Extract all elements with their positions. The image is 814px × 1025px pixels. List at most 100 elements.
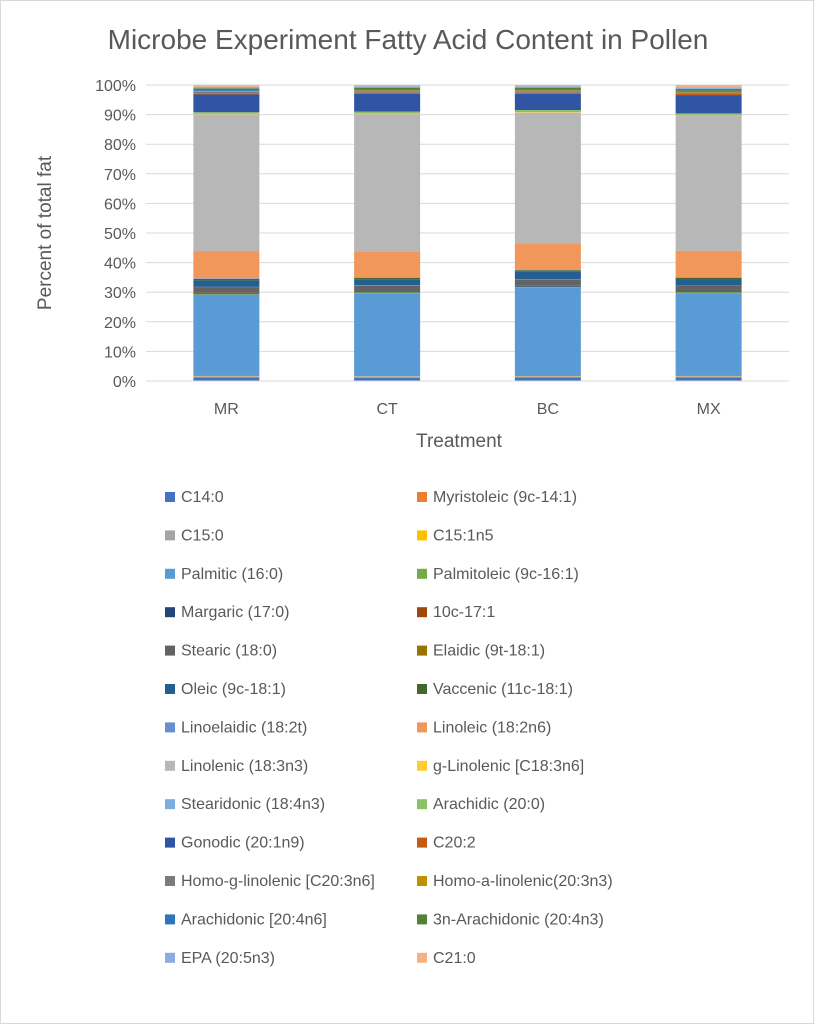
legend-item: Vaccenic (11c-18:1) xyxy=(417,681,573,698)
legend-swatch xyxy=(417,492,427,502)
bar-segment xyxy=(676,115,742,116)
legend-swatch xyxy=(165,569,175,579)
y-tick-label: 100% xyxy=(95,78,136,95)
legend-item: 10c-17:1 xyxy=(417,604,495,621)
legend-item: EPA (20:5n3) xyxy=(165,950,275,967)
bar-segment xyxy=(193,88,259,90)
bar-segment xyxy=(354,113,420,114)
legend-swatch xyxy=(417,876,427,886)
legend-item: Homo-g-linolenic [C20:3n6] xyxy=(165,873,375,890)
bar-segment xyxy=(676,278,742,279)
bar-segment xyxy=(354,93,420,94)
bar-segment xyxy=(515,89,581,90)
bar-segment xyxy=(193,93,259,94)
bar-segment xyxy=(676,113,742,114)
legend-swatch xyxy=(417,646,427,656)
legend-label: Linoelaidic (18:2t) xyxy=(181,719,307,736)
y-tick-label: 90% xyxy=(104,108,136,125)
y-tick-label: 20% xyxy=(104,315,136,332)
bar-segment xyxy=(354,277,420,278)
legend-label: Palmitoleic (9c-16:1) xyxy=(433,566,579,583)
legend-label: C15:0 xyxy=(181,527,224,544)
legend-label: Stearidonic (18:4n3) xyxy=(181,796,325,813)
legend-item: Margaric (17:0) xyxy=(165,604,289,621)
bar-segment xyxy=(515,243,581,270)
bar-segment xyxy=(193,280,259,287)
legend-item: Oleic (9c-18:1) xyxy=(165,681,286,698)
bar-segment xyxy=(676,89,742,91)
legend-swatch xyxy=(417,799,427,809)
bar-segment xyxy=(354,377,420,378)
bar-segment xyxy=(354,112,420,113)
bar-segment xyxy=(193,91,259,92)
bar-segment xyxy=(515,88,581,90)
bar-segment xyxy=(354,114,420,251)
legend-swatch xyxy=(417,530,427,540)
bar-segment xyxy=(193,287,259,288)
bar-segment xyxy=(515,112,581,113)
x-tick-label: MX xyxy=(697,401,721,418)
bar-segment xyxy=(676,377,742,381)
legend-label: Palmitic (16:0) xyxy=(181,566,283,583)
legend-item: C14:0 xyxy=(165,489,224,506)
bar-segment xyxy=(676,293,742,376)
bar-segment xyxy=(676,376,742,377)
bar-segment xyxy=(193,90,259,91)
bar-segment xyxy=(515,279,581,280)
y-axis-title: Percent of total fat xyxy=(35,155,56,310)
bar-segment xyxy=(676,92,742,93)
bar-segment xyxy=(676,286,742,291)
legend-item: Arachidonic [20:4n6] xyxy=(165,911,327,928)
chart-title: Microbe Experiment Fatty Acid Content in… xyxy=(108,24,709,55)
legend-swatch xyxy=(165,876,175,886)
bar-stack xyxy=(193,85,259,381)
bar-stack xyxy=(354,85,420,381)
bar-segment xyxy=(515,94,581,110)
bar-segment xyxy=(676,95,742,113)
legend-label: Arachidic (20:0) xyxy=(433,796,545,813)
legend-label: C14:0 xyxy=(181,489,224,506)
bar-segment xyxy=(193,287,259,292)
bar-segment xyxy=(676,292,742,293)
bar-segment xyxy=(676,94,742,95)
legend-swatch xyxy=(165,684,175,694)
legend-item: Linoleic (18:2n6) xyxy=(417,719,551,736)
legend-swatch xyxy=(165,722,175,732)
legend-item: C21:0 xyxy=(417,950,476,967)
bar-segment xyxy=(515,85,581,86)
bar-segment xyxy=(515,110,581,111)
bar-segment xyxy=(676,277,742,278)
bar-segment xyxy=(193,279,259,280)
bar-segment xyxy=(515,90,581,91)
bar-segment xyxy=(193,94,259,112)
bar-segment xyxy=(193,295,259,376)
bar-segment xyxy=(515,112,581,113)
bar-segment xyxy=(515,280,581,286)
bar-segment xyxy=(193,85,259,87)
legend-label: 3n-Arachidonic (20:4n3) xyxy=(433,911,604,928)
legend-item: C15:1n5 xyxy=(417,527,494,544)
bar-segment xyxy=(515,377,581,381)
bar-segment xyxy=(515,86,581,87)
legend-label: C20:2 xyxy=(433,835,476,852)
legend-label: Elaidic (9t-18:1) xyxy=(433,643,545,660)
legend-swatch xyxy=(417,914,427,924)
legend-item: Stearidonic (18:4n3) xyxy=(165,796,325,813)
x-axis-title: Treatment xyxy=(416,431,503,452)
legend-swatch xyxy=(165,492,175,502)
y-tick-label: 10% xyxy=(104,344,136,361)
bar-segment xyxy=(354,291,420,292)
bar-segment xyxy=(354,286,420,291)
bar-segment xyxy=(354,285,420,286)
y-tick-label: 70% xyxy=(104,167,136,184)
legend-swatch xyxy=(417,761,427,771)
bar-segment xyxy=(354,279,420,285)
bar-segment xyxy=(515,91,581,92)
bar-segment xyxy=(515,287,581,288)
legend-label: Homo-g-linolenic [C20:3n6] xyxy=(181,873,375,890)
bar-segment xyxy=(676,85,742,87)
bar-segment xyxy=(354,292,420,293)
legend-swatch xyxy=(417,838,427,848)
bar-segment xyxy=(354,293,420,376)
